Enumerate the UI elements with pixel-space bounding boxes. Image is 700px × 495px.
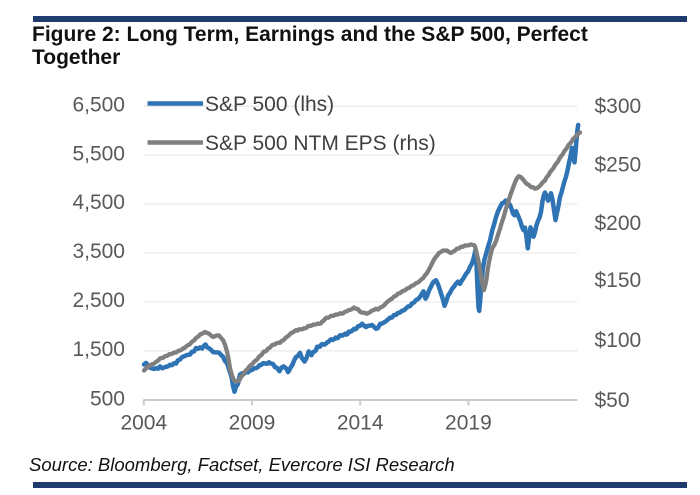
svg-text:3,500: 3,500 xyxy=(72,240,125,263)
svg-text:5,500: 5,500 xyxy=(72,142,125,165)
svg-text:$50: $50 xyxy=(595,389,630,412)
svg-text:$250: $250 xyxy=(595,154,642,177)
svg-text:S&P 500 NTM EPS (rhs): S&P 500 NTM EPS (rhs) xyxy=(205,132,436,155)
svg-text:4,500: 4,500 xyxy=(72,191,125,214)
svg-text:$200: $200 xyxy=(595,212,642,235)
svg-text:2,500: 2,500 xyxy=(72,289,125,312)
svg-text:S&P 500 (lhs): S&P 500 (lhs) xyxy=(205,93,334,116)
svg-text:$100: $100 xyxy=(595,329,642,352)
svg-text:2009: 2009 xyxy=(229,412,276,435)
svg-text:6,500: 6,500 xyxy=(72,93,125,116)
svg-text:2019: 2019 xyxy=(445,412,492,435)
svg-text:500: 500 xyxy=(90,387,125,410)
svg-text:2004: 2004 xyxy=(120,412,167,435)
svg-text:1,500: 1,500 xyxy=(72,338,125,361)
svg-text:2014: 2014 xyxy=(337,412,384,435)
svg-text:$150: $150 xyxy=(595,269,642,292)
svg-text:$300: $300 xyxy=(595,95,642,118)
